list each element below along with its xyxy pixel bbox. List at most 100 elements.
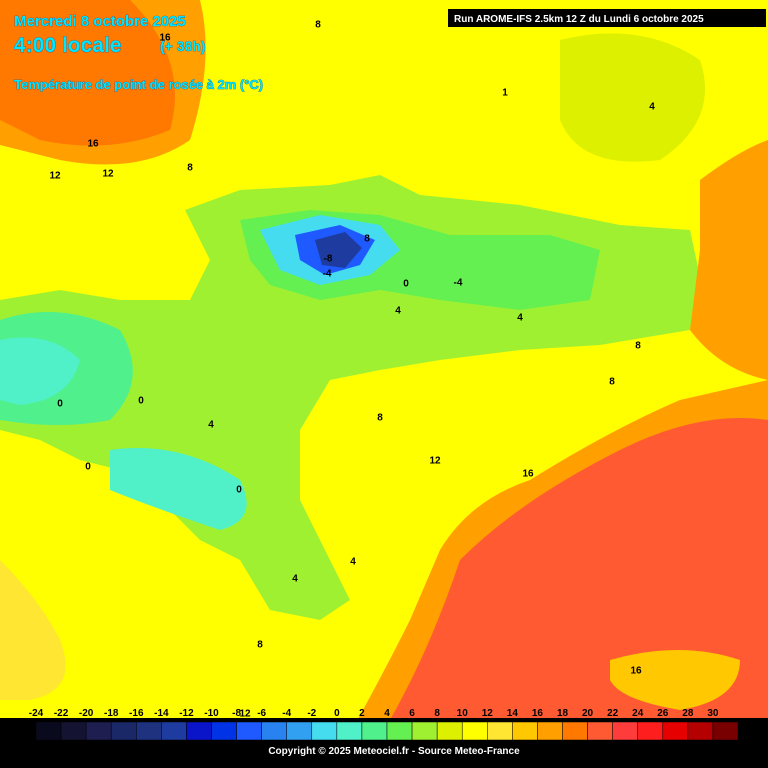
contour-label: 4: [517, 313, 523, 324]
contour-label: 8: [635, 341, 641, 352]
contour-label: 4: [649, 102, 655, 113]
southwest: [0, 560, 66, 700]
colorbar-tick-label: 24: [632, 708, 644, 719]
contour-label: 4: [350, 557, 356, 568]
green-patch: [560, 33, 705, 162]
colorbar-tick-label: -22: [54, 708, 69, 719]
colorbar-tick-label: 12: [482, 708, 494, 719]
contour-label: 8: [364, 234, 370, 245]
color-swatch: [211, 721, 237, 741]
color-swatch: [286, 721, 313, 741]
colorbar-tick-label: -8: [232, 708, 241, 719]
field-name: Température de point de rosée à 2m (°C): [14, 77, 263, 92]
color-swatch: [35, 721, 62, 741]
color-swatch: [461, 721, 488, 741]
colorbar-tick-label: -10: [204, 708, 219, 719]
cold-core-3: [315, 232, 362, 268]
colorbar-tick-label: -18: [104, 708, 119, 719]
contour-label: 16: [522, 469, 534, 480]
colorbar-tick-label: 20: [582, 708, 594, 719]
color-swatch: [60, 721, 87, 741]
colorbar-tick-label: 30: [707, 708, 719, 719]
contour-label: 12: [239, 709, 251, 720]
east-coast: [690, 140, 768, 380]
contour-label: 8: [187, 163, 193, 174]
color-swatch: [612, 721, 638, 741]
colorbar-tick-label: -24: [29, 708, 44, 719]
contour-label: 4: [208, 420, 214, 431]
contour-label: -8: [324, 254, 333, 265]
color-swatch: [687, 721, 714, 741]
color-swatch: [487, 721, 513, 741]
lead-time: (+ 38h): [160, 38, 206, 54]
contour-label: 16: [87, 139, 99, 150]
contour-label: 0: [403, 279, 409, 290]
run-box: [448, 9, 766, 27]
color-swatch: [411, 721, 438, 741]
color-swatch: [386, 721, 413, 741]
color-swatch: [311, 721, 338, 741]
color-swatch: [712, 721, 739, 741]
colorbar-tick-label: 22: [607, 708, 619, 719]
colorbar-tick-label: 16: [532, 708, 544, 719]
run-info: Run AROME-IFS 2.5km 12 Z du Lundi 6 octo…: [454, 14, 704, 25]
colorbar-tick-label: 8: [434, 708, 440, 719]
colorbar-tick-label: -2: [307, 708, 316, 719]
sea-bay-warm: [0, 0, 175, 146]
colorbar-tick-label: 28: [682, 708, 694, 719]
colorbar-tick-label: 26: [657, 708, 669, 719]
color-swatch: [361, 721, 388, 741]
color-swatch: [161, 721, 187, 741]
contour-label: 12: [49, 171, 61, 182]
copyright: Copyright © 2025 Meteociel.fr - Source M…: [268, 746, 520, 757]
colorbar-tick-label: 14: [507, 708, 519, 719]
contour-label: -4: [323, 269, 332, 280]
color-swatch: [537, 721, 563, 741]
contour-label: 8: [609, 377, 615, 388]
time: 4:00 locale: [14, 34, 121, 57]
cool-center: [110, 448, 247, 530]
contour-label: 8: [257, 640, 263, 651]
contour-label: 16: [159, 33, 171, 44]
colorbar-tick-label: 18: [557, 708, 569, 719]
colorbar-tick-label: -6: [257, 708, 266, 719]
colorbar-tick-label: -12: [179, 708, 194, 719]
color-swatch: [110, 721, 137, 741]
contour-label: 4: [292, 574, 298, 585]
color-swatch: [236, 721, 262, 741]
colorbar-tick-label: 2: [359, 708, 365, 719]
island: [610, 650, 740, 710]
cool-west-core: [0, 337, 80, 405]
contour-label: 1: [502, 88, 508, 99]
color-swatch: [662, 721, 689, 741]
contour-label: 0: [57, 399, 63, 410]
colorbar-tick-label: -14: [154, 708, 169, 719]
color-swatch: [261, 721, 287, 741]
colorbar-tick-label: 6: [409, 708, 415, 719]
color-swatch: [85, 721, 112, 741]
colorbar-tick-label: -20: [79, 708, 94, 719]
color-swatch: [186, 721, 212, 741]
contour-label: 16: [630, 666, 642, 677]
contour-label: 0: [85, 462, 91, 473]
color-swatch: [436, 721, 463, 741]
contour-label: 12: [102, 169, 114, 180]
colorbar-tick-label: -4: [282, 708, 291, 719]
contour-label: 4: [395, 306, 401, 317]
color-swatch: [637, 721, 664, 741]
colorbar-tick-label: 0: [334, 708, 340, 719]
color-swatch: [562, 721, 588, 741]
contour-label: 12: [429, 456, 441, 467]
color-swatch: [587, 721, 613, 741]
colorbar-tick-label: -16: [129, 708, 144, 719]
contour-label: -4: [454, 278, 463, 289]
color-swatch: [336, 721, 363, 741]
contour-label: 0: [138, 396, 144, 407]
colorbar: -24 -22 -20 -18 -16 -14 -12 -10 -8 -6 -4 -2 0 2 4 6 8 10 1…: [0, 708, 768, 768]
date: Mercredi 8 octobre 2025: [14, 13, 186, 30]
color-swatch: [512, 721, 538, 741]
colorbar-tick-label: 4: [384, 708, 390, 719]
contour-label: 0: [236, 485, 242, 496]
